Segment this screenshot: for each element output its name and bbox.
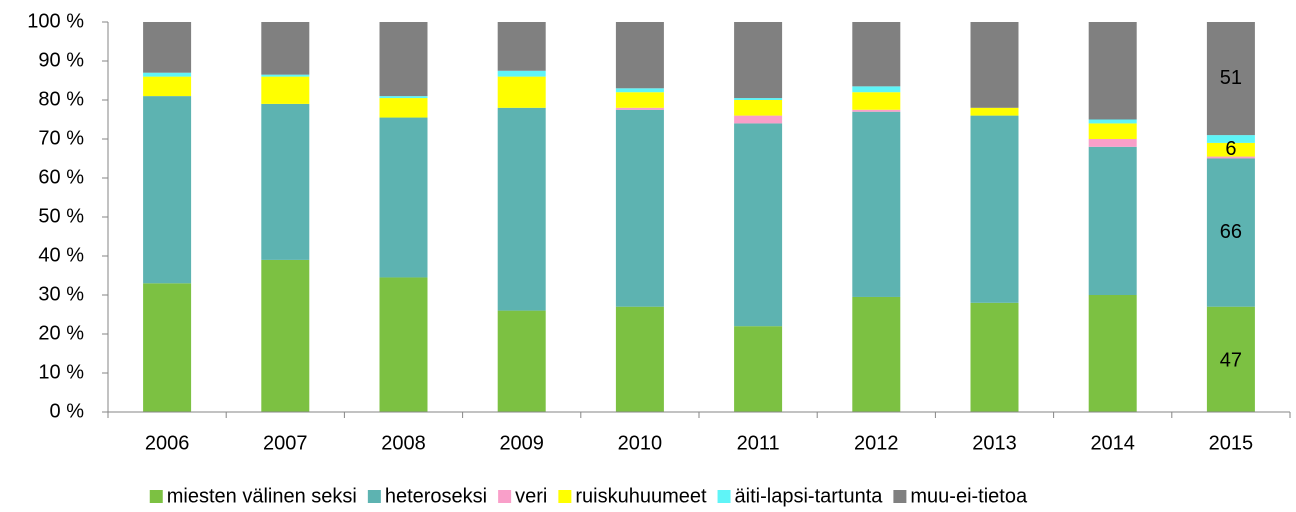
bar-segment (970, 107, 1019, 116)
bar-segment (1206, 22, 1255, 136)
x-tick-label: 2013 (972, 432, 1017, 454)
bar-segment (261, 76, 310, 104)
bar-segment (734, 22, 783, 99)
legend-label: ruiskuhuumeet (575, 485, 707, 507)
bar-segment (1206, 158, 1255, 307)
data-label: 6 (1225, 138, 1236, 160)
bar-segment (497, 22, 546, 71)
bar-segment (734, 123, 783, 327)
y-tick-label: 40 % (38, 244, 84, 266)
bar-segment (852, 22, 901, 87)
bar-segment (143, 96, 192, 284)
bar-segment (1088, 22, 1137, 120)
y-tick-label: 60 % (38, 166, 84, 188)
y-tick-label: 20 % (38, 322, 84, 344)
bar-segment (379, 96, 428, 99)
bar-segment (970, 302, 1019, 412)
x-tick-label: 2011 (737, 432, 780, 454)
legend-swatch (498, 490, 512, 503)
y-tick-label: 30 % (38, 283, 84, 305)
legend-label: heteroseksi (385, 485, 487, 507)
bar-segment (497, 107, 546, 311)
bar-segment (970, 22, 1019, 108)
bar-segment (734, 115, 783, 124)
legend-swatch (367, 490, 381, 503)
bar-segment (852, 111, 901, 297)
x-tick-label: 2015 (1209, 432, 1254, 454)
bar-segment (852, 92, 901, 110)
bar-segment (497, 310, 546, 412)
bar-segment (1088, 295, 1137, 412)
bar-segment (615, 107, 664, 110)
bar-segment (261, 74, 310, 77)
x-tick-label: 2008 (381, 432, 426, 454)
y-tick-label: 0 % (50, 400, 85, 422)
data-label: 66 (1220, 221, 1242, 243)
y-tick-label: 10 % (38, 361, 84, 383)
bar-segment (615, 306, 664, 412)
legend-swatch (149, 490, 163, 503)
bar-segment (615, 109, 664, 307)
legend-label: miesten välinen seksi (167, 485, 357, 507)
bar-segment (734, 98, 783, 100)
data-label: 51 (1220, 67, 1242, 89)
bar-segment (261, 259, 310, 412)
legend-label: veri (515, 485, 547, 507)
bar-segment (379, 277, 428, 412)
bar-segment (1206, 306, 1255, 412)
bar-segment (497, 76, 546, 108)
bar-segment (379, 98, 428, 118)
bar-segment (1088, 146, 1137, 295)
legend-swatch (893, 490, 907, 503)
y-tick-label: 100 % (27, 10, 84, 32)
legend-label: muu-ei-tietoa (910, 485, 1028, 507)
bar-segment (1088, 139, 1137, 147)
bar-segment (143, 283, 192, 412)
bar-segment (615, 92, 664, 108)
x-tick-label: 2010 (618, 432, 663, 454)
y-tick-label: 50 % (38, 205, 84, 227)
bar-segment (143, 72, 192, 77)
x-tick-label: 2009 (499, 432, 544, 454)
bar-segment (1088, 123, 1137, 139)
bar-segment (1206, 156, 1255, 159)
bar-segment (970, 115, 1019, 303)
y-tick-label: 80 % (38, 88, 84, 110)
y-tick-label: 90 % (38, 49, 84, 71)
bar-segment (615, 88, 664, 93)
x-tick-label: 2014 (1090, 432, 1135, 454)
x-tick-label: 2006 (145, 432, 190, 454)
bar-segment (143, 22, 192, 73)
bar-segment (852, 109, 901, 112)
bar-segment (1206, 135, 1255, 143)
legend-swatch (717, 490, 731, 503)
legend-swatch (558, 490, 572, 503)
bar-segment (1088, 119, 1137, 124)
x-tick-label: 2007 (263, 432, 308, 454)
bar-segment (852, 296, 901, 412)
data-label: 47 (1220, 350, 1242, 372)
bar-segment (261, 103, 310, 260)
legend-label: äiti-lapsi-tartunta (735, 485, 884, 507)
x-tick-label: 2012 (854, 432, 899, 454)
bar-segment (379, 22, 428, 97)
bar-segment (734, 326, 783, 412)
bar-segment (497, 70, 546, 77)
bar-segment (261, 22, 310, 75)
y-tick-label: 70 % (38, 127, 84, 149)
bar-segment (852, 86, 901, 93)
bar-segment (379, 117, 428, 278)
bar-segment (615, 22, 664, 89)
bar-segment (734, 100, 783, 116)
bar-segment (1206, 142, 1255, 157)
bar-segment (143, 76, 192, 97)
